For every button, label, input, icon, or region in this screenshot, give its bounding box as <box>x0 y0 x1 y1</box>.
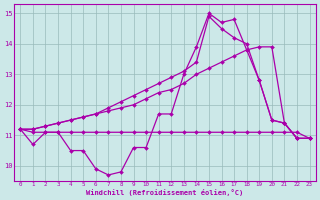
X-axis label: Windchill (Refroidissement éolien,°C): Windchill (Refroidissement éolien,°C) <box>86 189 244 196</box>
